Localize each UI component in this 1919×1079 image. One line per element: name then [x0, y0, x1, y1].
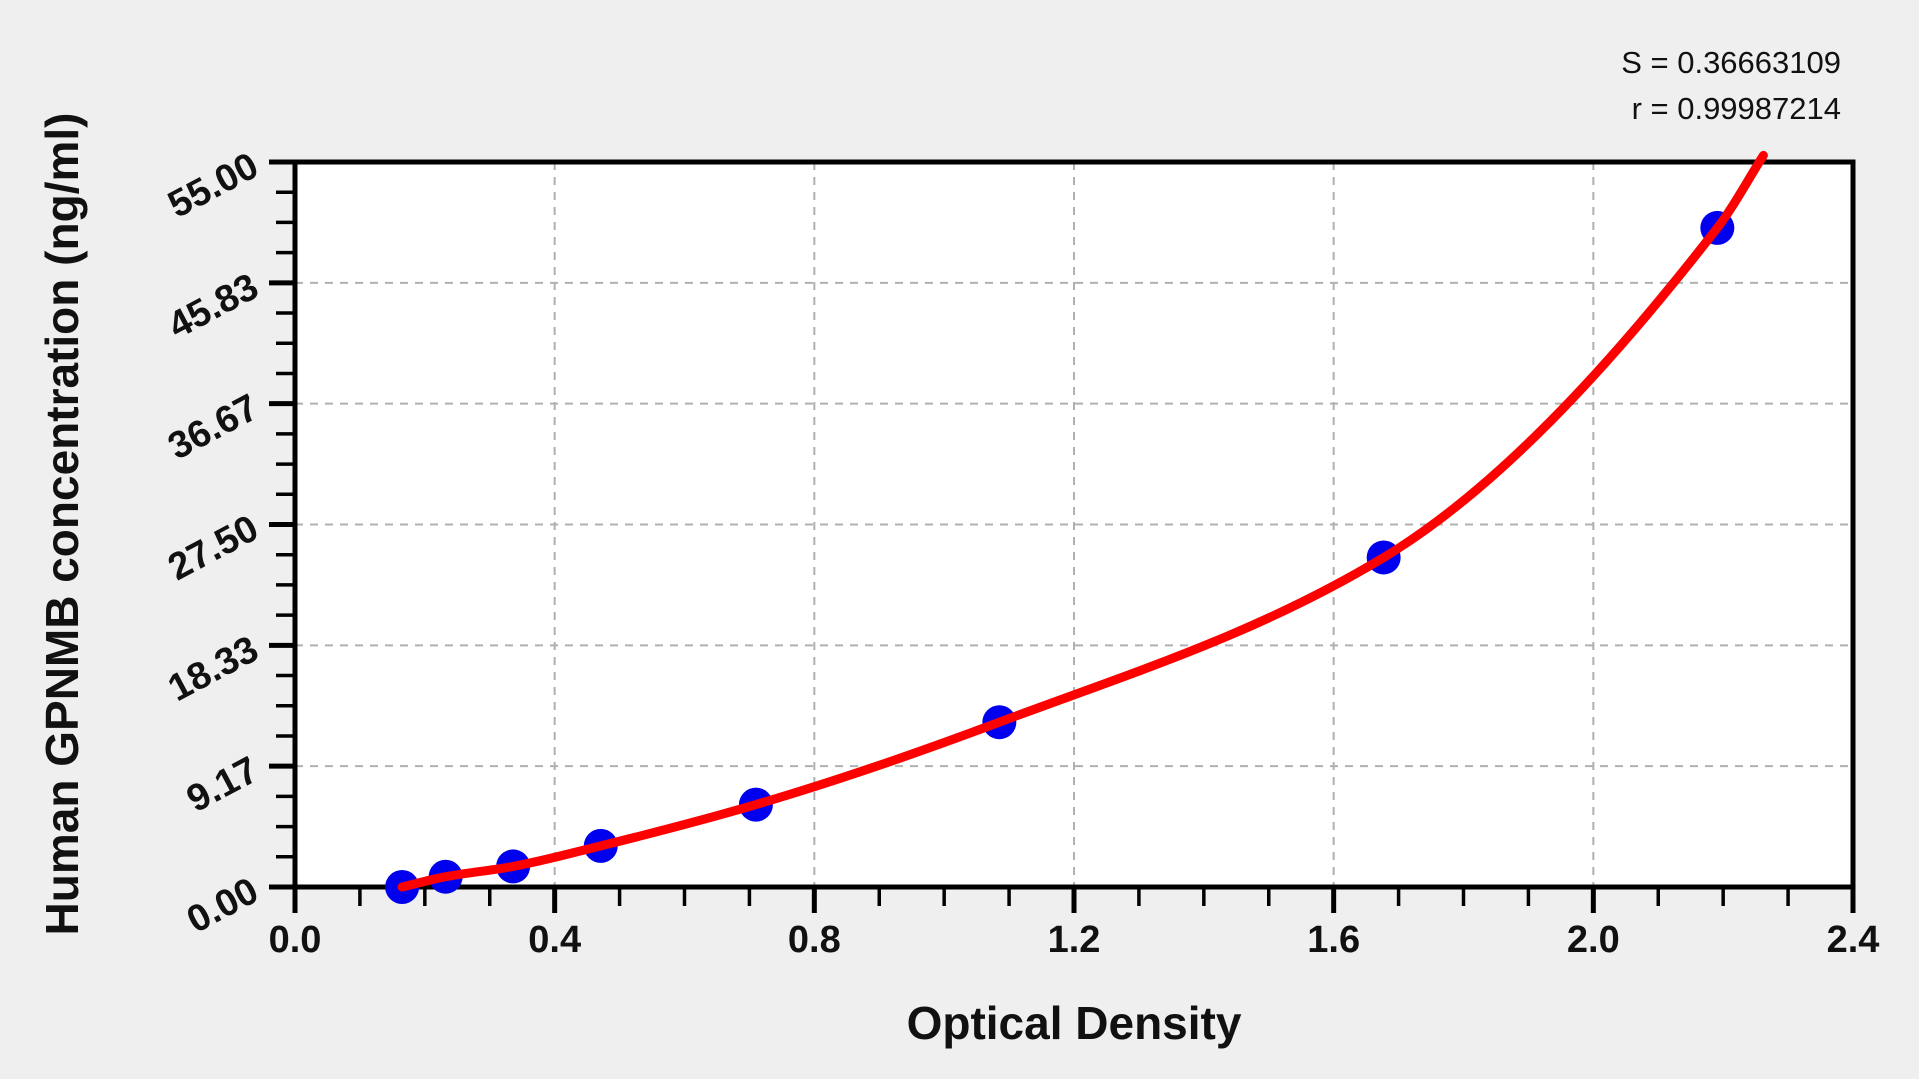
- y-tick-labels: 0.00 9.17 18.33 27.50 36.67 45.83 55.00: [162, 145, 266, 942]
- x-tick-label: 2.0: [1567, 919, 1620, 961]
- x-tick-label: 2.4: [1827, 919, 1880, 961]
- fit-statistics: S = 0.36663109 r = 0.99987214: [1621, 40, 1841, 132]
- x-tick-label: 0.0: [269, 919, 322, 961]
- x-tick-labels: 0.0 0.4 0.8 1.2 1.6 2.0 2.4: [269, 919, 1880, 961]
- x-tick-label: 1.6: [1307, 919, 1360, 961]
- plot-border: [292, 159, 1856, 890]
- x-tick-label: 0.8: [788, 919, 841, 961]
- y-tick-label: 18.33: [162, 628, 266, 710]
- fit-curve: [397, 150, 1768, 892]
- fit-r-value: r = 0.99987214: [1631, 91, 1841, 126]
- y-tick-label: 9.17: [180, 749, 265, 821]
- y-tick-label: 55.00: [162, 145, 266, 227]
- x-tick-label: 0.4: [528, 919, 581, 961]
- y-tick-label: 36.67: [162, 387, 266, 469]
- x-axis-title: Optical Density: [906, 997, 1242, 1049]
- gridlines: [295, 162, 1853, 887]
- y-tick-label: 0.00: [180, 870, 265, 942]
- fit-s-value: S = 0.36663109: [1621, 45, 1841, 80]
- y-tick-label: 45.83: [162, 266, 266, 348]
- y-tick-label: 27.50: [162, 507, 266, 589]
- axis-ticks: [269, 159, 1856, 913]
- x-tick-label: 1.2: [1048, 919, 1101, 961]
- y-axis-title: Human GPNMB concentration (ng/ml): [36, 112, 88, 936]
